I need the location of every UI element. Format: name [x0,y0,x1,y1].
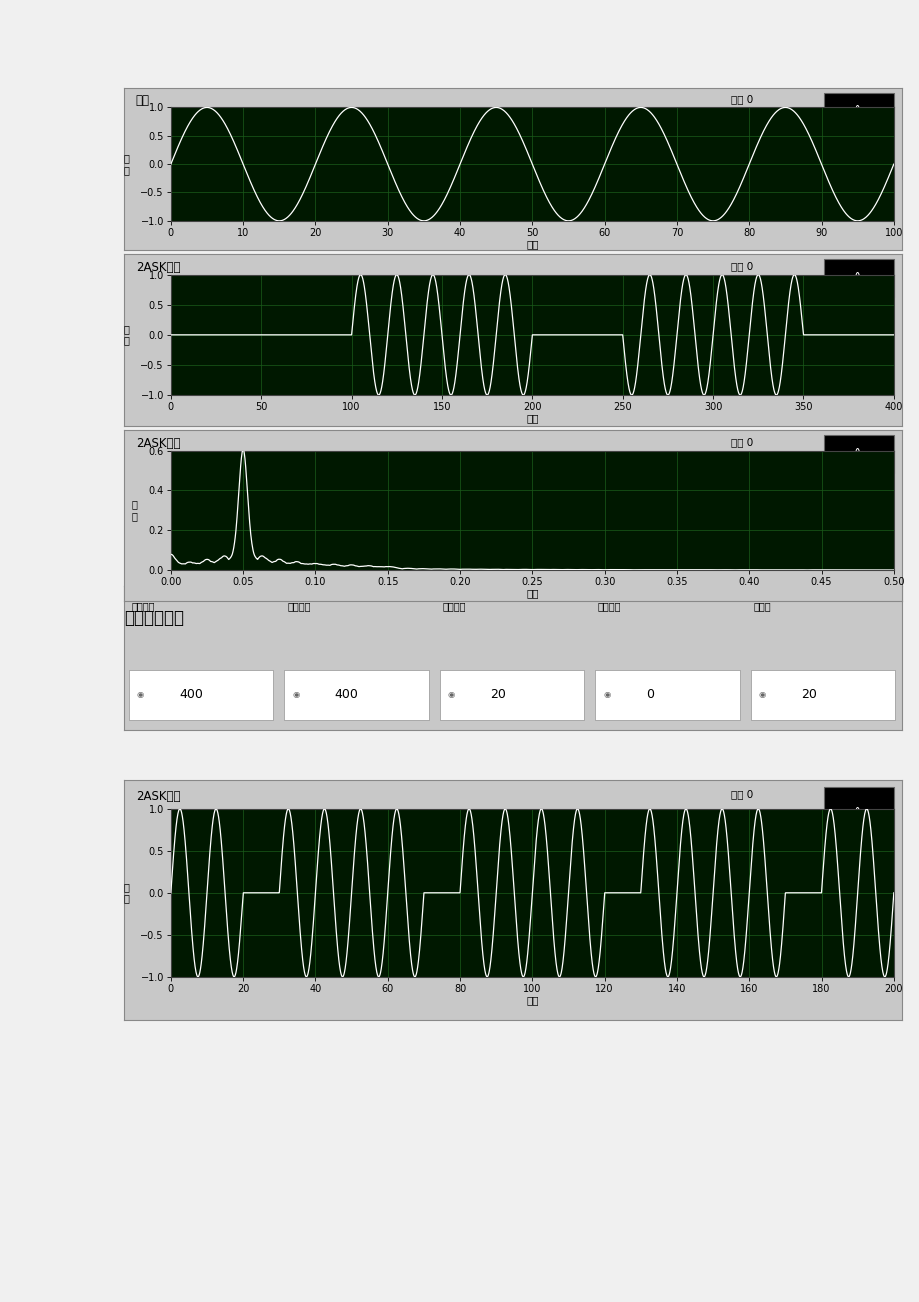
Y-axis label: 幅
度: 幅 度 [123,881,130,904]
Y-axis label: 幅
度: 幅 度 [123,154,130,174]
Text: ◉: ◉ [137,690,144,699]
Y-axis label: 幅
度: 幅 度 [131,500,138,521]
Text: 0: 0 [645,689,653,702]
Text: 改变码元速率: 改变码元速率 [124,609,184,628]
X-axis label: 时间: 时间 [526,995,538,1005]
X-axis label: 时间: 时间 [526,240,538,249]
Text: 2ASK信号: 2ASK信号 [136,260,180,273]
Text: 20: 20 [490,689,505,702]
Text: ◉: ◉ [603,690,610,699]
Text: 2ASK信号: 2ASK信号 [136,789,180,802]
Text: ∿: ∿ [853,270,863,283]
Text: 采样频率: 采样频率 [287,602,311,612]
Text: 码速率: 码速率 [753,602,770,612]
Text: 400: 400 [179,689,203,702]
Text: 载波: 载波 [136,95,150,108]
X-axis label: 频率: 频率 [526,589,538,599]
Text: 曲线 0: 曲线 0 [730,437,752,447]
Text: 采样点数: 采样点数 [131,602,155,612]
Text: ∿: ∿ [853,445,863,458]
Text: 曲线 0: 曲线 0 [730,789,752,799]
Text: ◉: ◉ [758,690,766,699]
Text: 曲线 0: 曲线 0 [730,95,752,104]
Text: ∿: ∿ [853,103,863,116]
Text: ◉: ◉ [292,690,300,699]
Text: 400: 400 [335,689,358,702]
X-axis label: 时间: 时间 [526,413,538,423]
Text: ◉: ◉ [448,690,455,699]
Text: 20: 20 [800,689,816,702]
Y-axis label: 幅
度: 幅 度 [123,324,130,345]
Text: 2ASK频谱: 2ASK频谱 [136,437,180,449]
FancyBboxPatch shape [823,435,893,473]
FancyBboxPatch shape [823,788,893,840]
Text: 载波频率: 载波频率 [442,602,466,612]
Text: 相位输入: 相位输入 [597,602,621,612]
FancyBboxPatch shape [823,92,893,129]
FancyBboxPatch shape [823,259,893,297]
Text: 曲线 0: 曲线 0 [730,260,752,271]
Text: ∿: ∿ [853,805,863,818]
